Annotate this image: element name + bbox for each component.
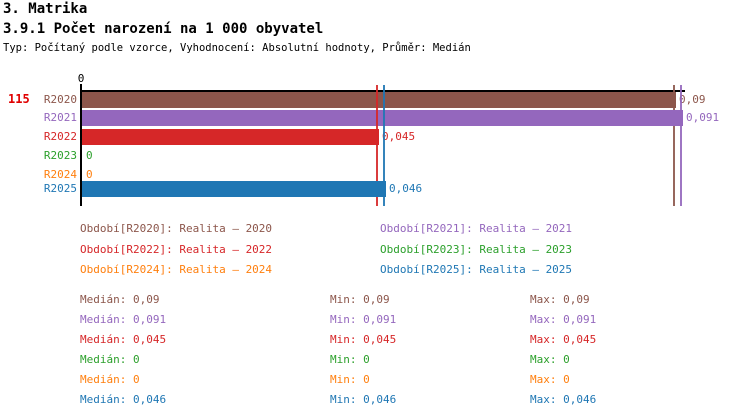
stat-min-R2025: Min: 0,046 xyxy=(330,393,397,406)
legend-item-R2023: Období[R2023]: Realita – 2023 xyxy=(380,242,573,256)
chart-subtitle: Typ: Počítaný podle vzorce, Vyhodnocení:… xyxy=(3,42,471,54)
category-label-R2022: R2022 xyxy=(43,130,77,143)
category-label-R2024: R2024 xyxy=(43,167,77,181)
axis-zero-tick-label: 0 xyxy=(77,72,85,85)
stat-min-R2022: Min: 0,045 xyxy=(330,333,397,346)
stat-max-R2021: Max: 0,091 xyxy=(530,313,597,326)
legend-item-R2021: Období[R2021]: Realita – 2021 xyxy=(380,222,573,235)
median-line-R2020 xyxy=(673,85,675,206)
stat-max-R2024: Max: 0 xyxy=(530,373,570,386)
stat-median-R2020: Medián: 0,09 xyxy=(80,293,160,306)
bar-R2022 xyxy=(82,129,379,145)
row-count: 115 xyxy=(8,92,30,106)
chart-title: 3.9.1 Počet narození na 1 000 obyvatel xyxy=(3,21,324,37)
category-label-R2021: R2021 xyxy=(43,111,77,124)
stat-min-R2020: Min: 0,09 xyxy=(330,293,390,306)
stat-max-R2025: Max: 0,046 xyxy=(530,393,597,406)
stat-median-R2021: Medián: 0,091 xyxy=(80,313,167,326)
legend-item-R2020: Období[R2020]: Realita – 2020 xyxy=(80,222,273,235)
bar-R2021 xyxy=(82,110,683,126)
median-line-R2025 xyxy=(383,85,385,206)
stat-median-R2025: Medián: 0,046 xyxy=(80,393,167,406)
legend-item-R2024: Období[R2024]: Realita – 2024 xyxy=(80,263,273,276)
stat-max-R2020: Max: 0,09 xyxy=(530,293,590,306)
bar-value-R2020: 0,09 xyxy=(679,93,706,106)
legend-item-R2022: Období[R2022]: Realita – 2022 xyxy=(80,242,273,256)
category-label-R2025: R2025 xyxy=(43,182,77,195)
bar-value-R2021: 0,091 xyxy=(686,111,720,124)
stat-median-R2023: Medián: 0 xyxy=(80,353,140,366)
section-title: 3. Matrika xyxy=(3,1,88,17)
bar-value-R2022: 0,045 xyxy=(382,130,416,143)
stat-min-R2023: Min: 0 xyxy=(330,353,370,366)
bar-R2025 xyxy=(82,181,386,197)
stat-max-R2023: Max: 0 xyxy=(530,353,570,366)
bar-value-R2024: 0 xyxy=(86,167,93,181)
stat-median-R2024: Medián: 0 xyxy=(80,373,140,386)
stat-max-R2022: Max: 0,045 xyxy=(530,333,597,346)
stat-median-R2022: Medián: 0,045 xyxy=(80,333,167,346)
bar-value-R2023: 0 xyxy=(86,149,93,162)
median-line-R2021 xyxy=(680,85,682,206)
legend-item-R2025: Období[R2025]: Realita – 2025 xyxy=(380,263,573,276)
bar-value-R2025: 0,046 xyxy=(389,182,423,195)
category-label-R2020: R2020 xyxy=(43,93,77,106)
stat-min-R2021: Min: 0,091 xyxy=(330,313,397,326)
category-label-R2023: R2023 xyxy=(43,149,77,162)
stat-min-R2024: Min: 0 xyxy=(330,373,370,386)
median-line-R2022 xyxy=(376,85,378,206)
bar-R2020 xyxy=(82,92,676,108)
y-axis-line xyxy=(80,84,82,206)
